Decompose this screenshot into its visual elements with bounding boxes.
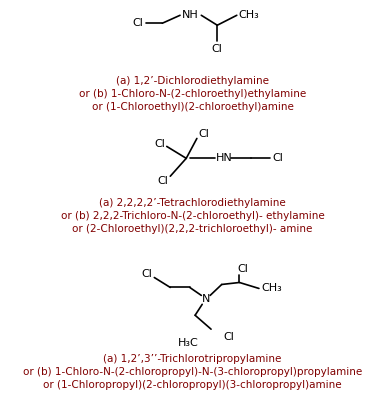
Text: or (1-Chloroethyl)(2-chloroethyl)amine: or (1-Chloroethyl)(2-chloroethyl)amine xyxy=(92,102,293,112)
Text: or (1-Chloropropyl)(2-chloropropyl)(3-chloropropyl)amine: or (1-Chloropropyl)(2-chloropropyl)(3-ch… xyxy=(43,380,342,390)
Text: (a) 1,2’,3’’-Trichlorotripropylamine: (a) 1,2’,3’’-Trichlorotripropylamine xyxy=(103,354,282,364)
Text: Cl: Cl xyxy=(158,176,169,186)
Text: CH₃: CH₃ xyxy=(261,283,282,294)
Text: (a) 2,2,2,2’-Tetrachlorodiethylamine: (a) 2,2,2,2’-Tetrachlorodiethylamine xyxy=(99,198,286,208)
Text: (a) 1,2’-Dichlorodiethylamine: (a) 1,2’-Dichlorodiethylamine xyxy=(116,76,269,86)
Text: Cl: Cl xyxy=(199,130,209,140)
Text: or (b) 2,2,2-Trichloro-N-(2-chloroethyl)- ethylamine: or (b) 2,2,2-Trichloro-N-(2-chloroethyl)… xyxy=(60,211,324,221)
Text: Cl: Cl xyxy=(154,140,165,150)
Text: Cl: Cl xyxy=(142,268,153,278)
Text: H₃C: H₃C xyxy=(177,338,198,348)
Text: Cl: Cl xyxy=(223,332,234,342)
Text: HN: HN xyxy=(216,153,233,163)
Text: NH: NH xyxy=(182,10,199,20)
Text: Cl: Cl xyxy=(272,153,283,163)
Text: or (b) 1-Chloro-N-(2-chloroethyl)ethylamine: or (b) 1-Chloro-N-(2-chloroethyl)ethylam… xyxy=(79,89,306,99)
Text: CH₃: CH₃ xyxy=(238,10,259,20)
Text: Cl: Cl xyxy=(212,44,223,54)
Text: or (2-Chloroethyl)(2,2,2-trichloroethyl)- amine: or (2-Chloroethyl)(2,2,2-trichloroethyl)… xyxy=(72,224,313,234)
Text: N: N xyxy=(202,294,210,304)
Text: Cl: Cl xyxy=(238,263,248,273)
Text: Cl: Cl xyxy=(132,18,143,28)
Text: or (b) 1-Chloro-N-(2-chloropropyl)-N-(3-chloropropyl)propylamine: or (b) 1-Chloro-N-(2-chloropropyl)-N-(3-… xyxy=(23,367,362,377)
